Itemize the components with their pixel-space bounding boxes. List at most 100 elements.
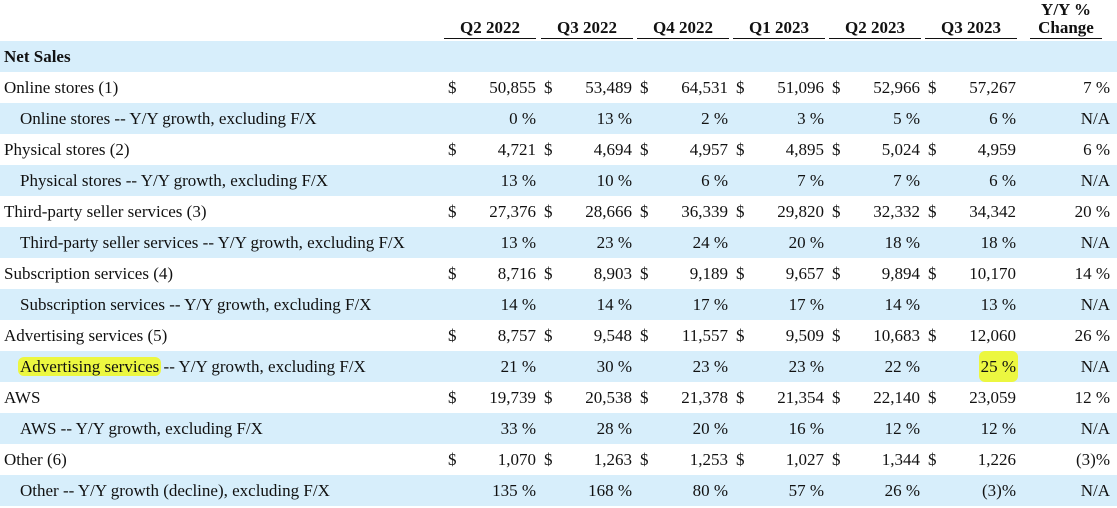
- table-cell: 6 %: [928, 165, 1016, 196]
- percent-value: 28 %: [596, 419, 632, 438]
- table-cell: 25 %: [928, 351, 1018, 382]
- yy-change-value: N/A: [1080, 295, 1110, 314]
- table-cell: $8,757: [448, 320, 536, 351]
- percent-value: 33 %: [500, 419, 536, 438]
- table-cell: 21 %: [448, 351, 536, 382]
- table-cell: 7 %: [736, 165, 824, 196]
- yy-change-cell: N/A: [1030, 413, 1110, 444]
- amount-value: 22,140: [873, 388, 920, 407]
- currency-symbol: $: [832, 140, 841, 159]
- percent-value: 17 %: [692, 295, 728, 314]
- percent-value: 23 %: [692, 357, 728, 376]
- column-header-yy-change: Y/Y % Change: [1030, 1, 1102, 39]
- table-cell: 26 %: [832, 475, 920, 506]
- table-cell: 18 %: [832, 227, 920, 258]
- table-cell: 14 %: [448, 289, 536, 320]
- table-cell: $32,332: [832, 196, 920, 227]
- currency-symbol: $: [640, 78, 649, 97]
- percent-value: 13 %: [980, 295, 1016, 314]
- yy-change-value: 12 %: [1074, 388, 1110, 407]
- percent-value: 21 %: [500, 357, 536, 376]
- table-cell: 33 %: [448, 413, 536, 444]
- table-cell: $50,855: [448, 72, 536, 103]
- percent-value: 12 %: [884, 419, 920, 438]
- currency-symbol: $: [640, 140, 649, 159]
- currency-symbol: $: [640, 202, 649, 221]
- amount-value: 53,489: [585, 78, 632, 97]
- amount-value: 9,189: [689, 264, 728, 283]
- currency-symbol: $: [544, 78, 553, 97]
- table-row: Third-party seller services -- Y/Y growt…: [0, 227, 1117, 258]
- amount-value: 29,820: [777, 202, 824, 221]
- amount-value: 19,739: [489, 388, 536, 407]
- amount-value: 4,959: [977, 140, 1016, 159]
- amount-value: 20,538: [585, 388, 632, 407]
- table-cell: $22,140: [832, 382, 920, 413]
- table-row: Online stores -- Y/Y growth, excluding F…: [0, 103, 1117, 134]
- currency-symbol: $: [928, 388, 937, 407]
- amount-value: 57,267: [969, 78, 1016, 97]
- currency-symbol: $: [544, 202, 553, 221]
- amount-value: 9,894: [881, 264, 920, 283]
- amount-value: 64,531: [681, 78, 728, 97]
- row-label: Subscription services -- Y/Y growth, exc…: [20, 295, 372, 314]
- table-cell: 23 %: [736, 351, 824, 382]
- table-cell: $1,226: [928, 444, 1016, 475]
- currency-symbol: $: [544, 264, 553, 283]
- row-label: Online stores -- Y/Y growth, excluding F…: [20, 109, 317, 128]
- table-row: Other -- Y/Y growth (decline), excluding…: [0, 475, 1117, 506]
- yy-change-value: 6 %: [1083, 140, 1110, 159]
- section-title: Net Sales: [4, 47, 71, 66]
- yy-change-cell: 7 %: [1030, 72, 1110, 103]
- percent-value: 30 %: [596, 357, 632, 376]
- table-cell: 23 %: [544, 227, 632, 258]
- table-cell: $52,966: [832, 72, 920, 103]
- currency-symbol: $: [640, 264, 649, 283]
- table-cell: 80 %: [640, 475, 728, 506]
- table-cell: 24 %: [640, 227, 728, 258]
- currency-symbol: $: [928, 202, 937, 221]
- percent-value: 13 %: [500, 233, 536, 252]
- currency-symbol: $: [448, 388, 457, 407]
- table-cell: $36,339: [640, 196, 728, 227]
- table-cell: $21,378: [640, 382, 728, 413]
- amount-value: 8,757: [497, 326, 536, 345]
- percent-value: 6 %: [989, 109, 1016, 128]
- table-cell: $1,027: [736, 444, 824, 475]
- table-cell: 30 %: [544, 351, 632, 382]
- amount-value: 27,376: [489, 202, 536, 221]
- currency-symbol: $: [448, 78, 457, 97]
- amount-value: 1,226: [977, 450, 1016, 469]
- table-cell: 13 %: [448, 227, 536, 258]
- table-cell: 14 %: [544, 289, 632, 320]
- yy-change-cell: N/A: [1030, 475, 1110, 506]
- currency-symbol: $: [448, 264, 457, 283]
- currency-symbol: $: [448, 326, 457, 345]
- currency-symbol: $: [736, 450, 745, 469]
- table-cell: $20,538: [544, 382, 632, 413]
- table-cell: $1,253: [640, 444, 728, 475]
- amount-value: 12,060: [969, 326, 1016, 345]
- table-row: Other (6) $1,070 $1,263 $1,253 $1,027 $1,344 $…: [0, 444, 1117, 475]
- percent-value: 6 %: [989, 171, 1016, 190]
- table-cell: 12 %: [928, 413, 1016, 444]
- row-label: AWS -- Y/Y growth, excluding F/X: [20, 419, 263, 438]
- column-header-q3-2022: Q3 2022: [541, 19, 633, 39]
- table-row: Advertising services (5) $8,757 $9,548 $11,…: [0, 320, 1117, 351]
- column-header-q4-2022: Q4 2022: [637, 19, 729, 39]
- table-cell: $8,903: [544, 258, 632, 289]
- percent-value: 10 %: [596, 171, 632, 190]
- column-header-q3-2023: Q3 2023: [925, 19, 1017, 39]
- table-cell: $51,096: [736, 72, 824, 103]
- currency-symbol: $: [832, 388, 841, 407]
- amount-value: 50,855: [489, 78, 536, 97]
- yy-change-cell: N/A: [1030, 351, 1110, 382]
- table-cell: 20 %: [640, 413, 728, 444]
- currency-symbol: $: [832, 264, 841, 283]
- table-cell: 14 %: [832, 289, 920, 320]
- table-cell: $5,024: [832, 134, 920, 165]
- table-cell: 6 %: [928, 103, 1016, 134]
- percent-value: 17 %: [788, 295, 824, 314]
- table-row: Third-party seller services (3) $27,376 $2…: [0, 196, 1117, 227]
- table-cell: $28,666: [544, 196, 632, 227]
